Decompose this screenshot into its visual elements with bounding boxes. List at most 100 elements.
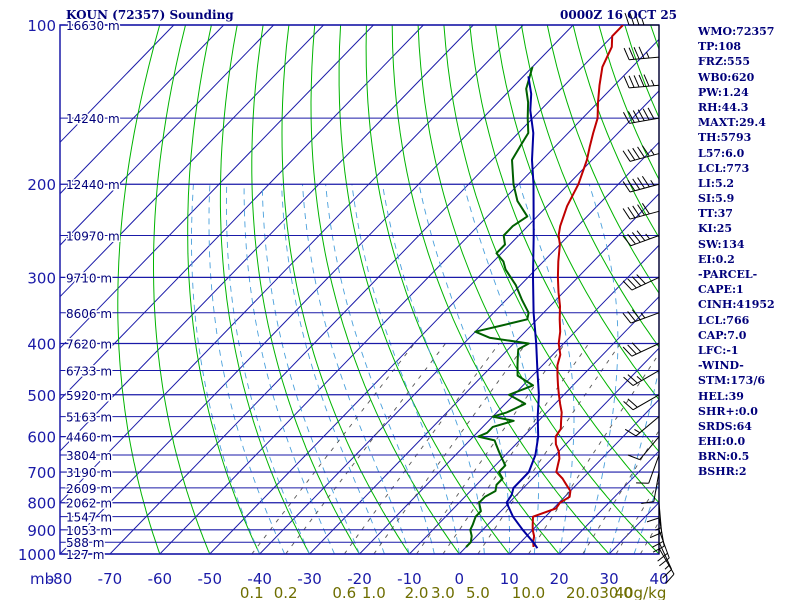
temperature-tick-label: 10 bbox=[500, 570, 519, 588]
mixing-ratio-line bbox=[477, 343, 621, 554]
pressure-label: 1000 bbox=[18, 546, 56, 564]
index-item: KI:25 bbox=[698, 222, 733, 236]
height-label: 4460 m bbox=[66, 431, 112, 445]
mixing-ratio-line bbox=[373, 343, 527, 554]
index-item: RH:44.3 bbox=[698, 100, 749, 114]
isotherm-line bbox=[60, 25, 274, 246]
pressure-label: 700 bbox=[27, 464, 56, 482]
mixing-ratio-label: 20.0 bbox=[566, 584, 599, 600]
pressure-label: 500 bbox=[27, 387, 56, 405]
height-label: 5920 m bbox=[66, 389, 112, 403]
temperature-profile bbox=[531, 25, 624, 548]
dry-adiabat bbox=[153, 25, 211, 554]
temperature-tick-label: -40 bbox=[247, 570, 272, 588]
index-item: TT:37 bbox=[698, 207, 733, 221]
dry-adiabat bbox=[780, 25, 800, 554]
height-label: 2062 m bbox=[66, 497, 112, 511]
sounding-traces bbox=[465, 25, 624, 549]
temperature-tick-label: -20 bbox=[347, 570, 372, 588]
index-item: CAPE:1 bbox=[698, 283, 744, 297]
temperature-tick-label: -50 bbox=[198, 570, 223, 588]
index-item: LI:5.2 bbox=[698, 176, 735, 190]
height-label: 6733 m bbox=[66, 365, 112, 379]
mixing-ratio-label: 5.0 bbox=[466, 584, 490, 600]
index-item: LCL:766 bbox=[698, 313, 750, 327]
index-item: HEL:39 bbox=[698, 389, 744, 403]
wind-barb bbox=[622, 274, 660, 291]
mixing-ratio-label: 30.0 bbox=[599, 584, 632, 600]
height-label: 3190 m bbox=[66, 466, 112, 480]
mixing-ratio-label: 0.6 bbox=[332, 584, 356, 600]
isotherm-line bbox=[558, 450, 659, 554]
pressure-label: 600 bbox=[27, 429, 56, 447]
height-label: 16630 m bbox=[66, 19, 120, 33]
pressure-label: 800 bbox=[27, 495, 56, 513]
wind-barb bbox=[623, 370, 660, 386]
pressure-label: 400 bbox=[27, 335, 56, 353]
index-item: SHR+:0.0 bbox=[698, 404, 758, 418]
plot-frame bbox=[59, 24, 660, 555]
mixing-ratio-line bbox=[442, 343, 590, 554]
dry-adiabat bbox=[187, 25, 261, 554]
pressure-label: 100 bbox=[27, 17, 56, 35]
wind-barb bbox=[622, 342, 660, 357]
index-item: WB0:620 bbox=[698, 70, 755, 84]
plot-area bbox=[60, 25, 800, 554]
index-item: MAXT:29.4 bbox=[698, 116, 766, 130]
wind-barb bbox=[641, 471, 660, 504]
temperature-tick-label: -10 bbox=[397, 570, 422, 588]
index-item: BSHR:2 bbox=[698, 465, 747, 479]
isotherm-line bbox=[209, 90, 659, 554]
isotherm-line bbox=[60, 25, 474, 452]
moist-adiabat bbox=[463, 184, 540, 554]
mixing-ratio-label: 40g/kg bbox=[614, 584, 666, 600]
mixing-ratio-label: 1.0 bbox=[362, 584, 386, 600]
wind-barb bbox=[623, 74, 660, 89]
index-item: CINH:41952 bbox=[698, 298, 775, 312]
indices-panel: WMO:72357 TP:108 FRZ:555 WB0:620 PW:1.24 RH:4… bbox=[698, 24, 775, 480]
height-label: 9710 m bbox=[66, 271, 112, 285]
mixing-ratio-label: 0.1 bbox=[240, 584, 264, 600]
moist-adiabat bbox=[633, 480, 659, 554]
index-item: -WIND- bbox=[698, 359, 744, 373]
index-item: SW:134 bbox=[698, 237, 745, 251]
index-item: LCL:773 bbox=[698, 161, 750, 175]
wind-barb bbox=[657, 529, 670, 567]
isotherm-line bbox=[409, 295, 659, 554]
moist-adiabat bbox=[519, 184, 575, 554]
mixing-ratio-label: 0.2 bbox=[274, 584, 298, 600]
valid-time: 0000Z 16 OCT 25 bbox=[560, 8, 678, 22]
index-item: PW:1.24 bbox=[698, 85, 749, 99]
index-item: EHI:0.0 bbox=[698, 435, 746, 449]
mixing-ratio-label: 2.0 bbox=[405, 584, 429, 600]
pressure-label: 300 bbox=[27, 269, 56, 287]
isotherm-line bbox=[309, 193, 659, 554]
height-label: 12440 m bbox=[66, 178, 120, 192]
wind-barb bbox=[627, 436, 660, 461]
moist-adiabat bbox=[351, 184, 460, 554]
station-title: KOUN (72357) Sounding bbox=[66, 8, 234, 22]
pressure-label: 900 bbox=[27, 522, 56, 540]
wind-barb bbox=[622, 309, 660, 324]
index-item: FRZ:555 bbox=[698, 55, 751, 69]
isotherm-line bbox=[60, 25, 524, 504]
temperature-tick-label: 30 bbox=[600, 570, 619, 588]
index-item: EI:0.2 bbox=[698, 252, 735, 266]
isotherm-line bbox=[60, 25, 374, 349]
temperature-tick-label: 40 bbox=[649, 570, 668, 588]
temperature-tick-label: -30 bbox=[297, 570, 322, 588]
temperature-tick-label: 0 bbox=[455, 570, 465, 588]
moist-adiabat bbox=[261, 184, 360, 554]
isotherm-line bbox=[60, 25, 574, 554]
index-item: WMO:72357 bbox=[698, 25, 775, 38]
height-label: 14240 m bbox=[66, 112, 120, 126]
index-item: BRN:0.5 bbox=[698, 450, 750, 464]
height-label: 588 m bbox=[66, 536, 104, 550]
wind-barb bbox=[623, 394, 660, 411]
temperature-tick-label: -70 bbox=[98, 570, 123, 588]
wind-barb bbox=[623, 46, 660, 61]
index-item: -PARCEL- bbox=[698, 268, 758, 281]
isotherm-line bbox=[159, 38, 659, 554]
height-label: 1053 m bbox=[66, 524, 112, 538]
index-item: L57:6.0 bbox=[698, 146, 745, 160]
